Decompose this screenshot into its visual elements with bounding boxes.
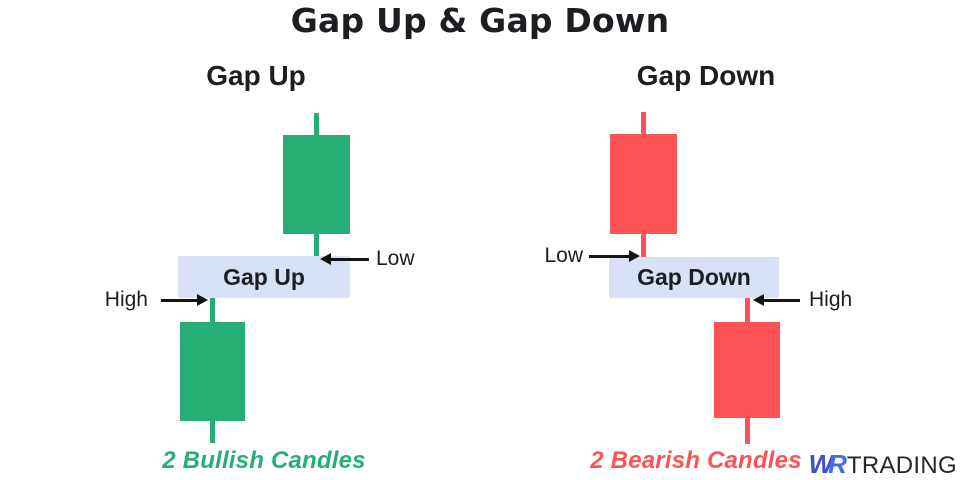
gap-down-top-candle-body (610, 134, 677, 234)
gap-up-heading: Gap Up (206, 60, 306, 91)
arrow-line (764, 298, 800, 302)
gap-down-bottom-candle-body (714, 322, 780, 418)
gap-down-high-callout: High (753, 288, 852, 312)
gap-up-high-callout: High (105, 288, 208, 312)
gap-up-band-label: Gap Up (223, 263, 305, 290)
logo-r: R (828, 449, 847, 479)
bullish-caption: 2 Bullish Candles (162, 447, 366, 474)
gap-down-low-callout: Low (544, 244, 640, 268)
arrow-line (161, 298, 197, 302)
logo-w: W (808, 449, 834, 479)
arrow-line (331, 257, 369, 261)
bearish-caption: 2 Bearish Candles (590, 447, 802, 474)
gap-down-low-label: Low (544, 244, 583, 267)
wr-trading-logo: W R TRADING (809, 451, 957, 478)
gap-down-heading: Gap Down (636, 60, 776, 91)
gap-up-low-callout: Low (320, 247, 415, 271)
gap-down-high-label: High (809, 288, 853, 311)
main-title: Gap Up & Gap Down (290, 1, 670, 40)
arrow-left-icon (753, 294, 764, 306)
arrow-right-icon (197, 294, 208, 306)
gap-down-band-label: Gap Down (637, 264, 751, 290)
logo-trading-text: TRADING (846, 452, 957, 479)
arrow-line (589, 254, 629, 258)
gap-up-low-label: Low (376, 247, 415, 270)
gap-up-high-label: High (104, 288, 148, 311)
arrow-left-icon (320, 253, 331, 265)
gap-up-bottom-candle-body (180, 322, 245, 421)
gap-up-top-candle-body (283, 135, 350, 234)
gap-down-band: Gap Down (609, 257, 779, 298)
arrow-right-icon (629, 250, 640, 262)
